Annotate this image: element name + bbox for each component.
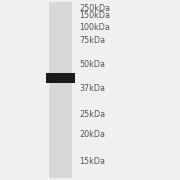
Text: 37kDa: 37kDa	[79, 84, 105, 93]
Text: 75kDa: 75kDa	[79, 36, 105, 45]
Text: 50kDa: 50kDa	[79, 60, 105, 69]
Text: 15kDa: 15kDa	[79, 157, 105, 166]
Text: 150kDa: 150kDa	[79, 11, 110, 20]
Text: 250kDa: 250kDa	[79, 4, 110, 13]
Bar	[49, 2, 72, 178]
Bar	[46, 73, 75, 83]
Text: 100kDa: 100kDa	[79, 23, 110, 32]
Text: 20kDa: 20kDa	[79, 130, 105, 139]
Text: 25kDa: 25kDa	[79, 110, 105, 119]
